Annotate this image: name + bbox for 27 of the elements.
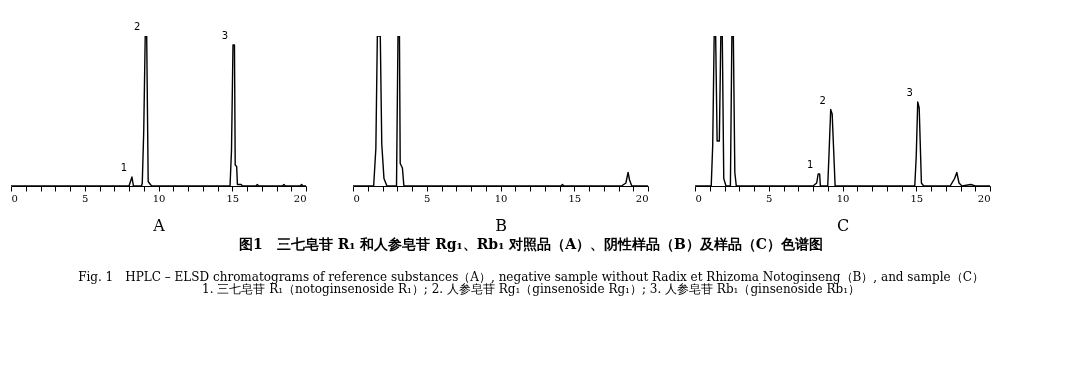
x-tick-label: 5	[424, 192, 431, 204]
x-axis-title: A	[152, 215, 166, 235]
annotation: 1	[120, 162, 128, 173]
caption: Fig. 1 HPLC – ELSD chromatograms of reference substances（A）, negative sample without Radix et Rhizoma Notoginseng（B）, and sample（C）	[78, 270, 984, 284]
x-tick-label: 0	[11, 192, 18, 204]
text: 图1 三七皂苷 R₁ 和人参皂苷 Rg₁、Rb₁ 对照品（A）、阴性样品（B）及样品（C）色谱图	[239, 236, 823, 252]
text: 1. 三七皂苷 R₁（notoginsenoside R₁）; 2. 人参皂苷 Rg₁（ginsenoside Rg₁）; 3. 人参皂苷 Rb₁（ginsenoside Rb₁）	[202, 282, 860, 296]
x-tick-label: 0	[695, 192, 702, 204]
x-tick-label: 15	[226, 192, 240, 204]
x-tick-label: 20	[977, 192, 991, 204]
annotation: 1	[806, 159, 814, 170]
x-tick-label: 5	[82, 192, 89, 204]
annotation: 3	[221, 30, 229, 41]
x-tick-label: 5	[766, 192, 773, 204]
x-tick-label: 10	[152, 192, 166, 204]
x-tick-label: 20	[293, 192, 307, 204]
annotation: 2	[134, 21, 141, 32]
x-tick-label: 0	[353, 192, 360, 204]
x-tick-label: 15	[568, 192, 582, 204]
x-tick-label: 10	[836, 192, 850, 204]
annotation: 3	[906, 87, 913, 98]
x-tick-label: 10	[494, 192, 508, 204]
annotation: 2	[819, 94, 826, 106]
x-axis-title: B	[495, 215, 507, 235]
x-axis-title: C	[836, 215, 850, 235]
x-tick-label: 20	[635, 192, 649, 204]
x-tick-label: 15	[910, 192, 924, 204]
